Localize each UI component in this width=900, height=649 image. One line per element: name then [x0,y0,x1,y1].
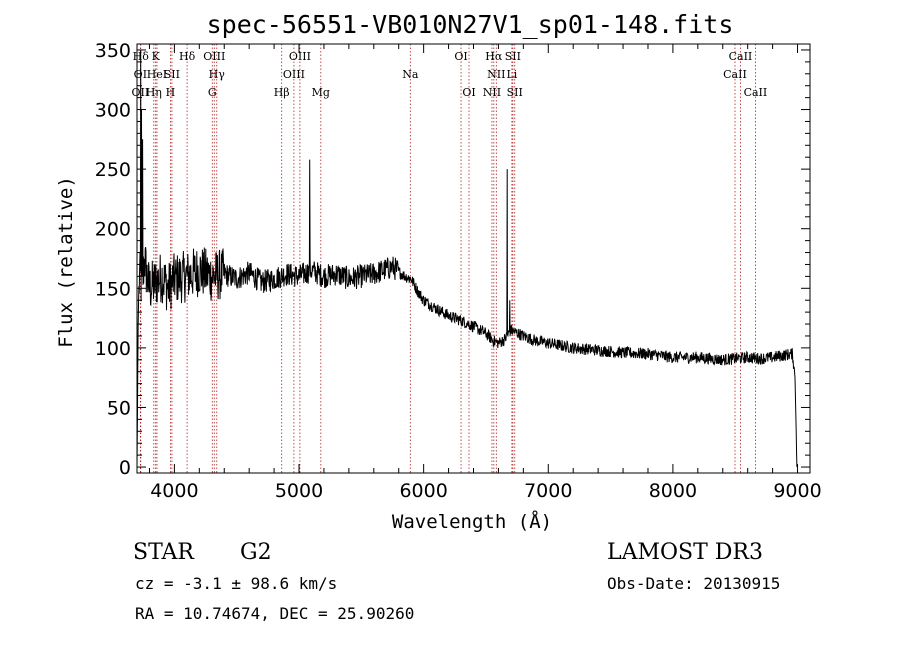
spectrum-line [136,49,798,468]
x-tick-label: 7000 [524,480,572,502]
line-label: Hδ [179,50,196,63]
y-tick-label: 100 [95,338,131,360]
line-label: NII [487,68,505,81]
line-label: CaII [744,86,768,99]
line-label: OI [462,86,475,99]
line-label: Hα [485,50,503,63]
line-label: Hη [146,86,162,99]
y-tick-label: 0 [119,457,131,479]
line-label: Hβ [274,86,290,99]
object-subclass: G2 [240,540,272,565]
line-label: OIII [203,50,225,63]
line-label: CaII [729,50,753,63]
line-label: Li [506,68,517,81]
object-class: STAR [133,540,195,565]
line-label: Hγ [209,68,226,81]
line-label: H [166,86,176,99]
observation-date: Obs-Date: 20130915 [607,574,780,593]
line-label: CaII [723,68,747,81]
y-tick-label: 350 [95,40,131,62]
line-label: SII [164,68,180,81]
x-tick-label: 4000 [150,480,198,502]
x-axis-label: Wavelength (Å) [392,510,552,533]
y-axis-ticks: 0 50 100 150 200 250 300 350 [95,40,810,479]
y-tick-label: 50 [107,397,131,419]
line-label: SII [507,86,523,99]
line-label: Na [402,68,419,81]
emission-line-markers [139,44,756,473]
x-axis-ticks: 4000 5000 6000 7000 8000 9000 [148,44,822,502]
y-axis-label: Flux (relative) [55,176,77,348]
x-tick-label: 5000 [275,480,323,502]
y-tick-label: 300 [95,100,131,122]
y-tick-label: 250 [95,159,131,181]
line-label: G [208,86,217,99]
line-label: Mg [312,86,330,99]
x-tick-label: 6000 [399,480,447,502]
x-tick-label: 9000 [773,480,821,502]
line-label: HeI [147,68,167,81]
redshift-velocity: cz = -3.1 ± 98.6 km/s [135,574,337,593]
y-tick-label: 200 [95,219,131,241]
line-label: OI [454,50,467,63]
y-tick-label: 150 [95,278,131,300]
x-tick-label: 8000 [649,480,697,502]
line-label: K [152,50,161,63]
plot-frame [136,43,811,474]
sky-coordinates: RA = 10.74674, DEC = 25.90260 [135,604,414,623]
line-label: SII [505,50,521,63]
survey-name: LAMOST DR3 [607,540,763,565]
line-label: NII [483,86,501,99]
chart-title: spec-56551-VB010N27V1_sp01-148.fits [207,10,734,39]
line-label: OIII [283,68,305,81]
line-label: OIII [289,50,311,63]
